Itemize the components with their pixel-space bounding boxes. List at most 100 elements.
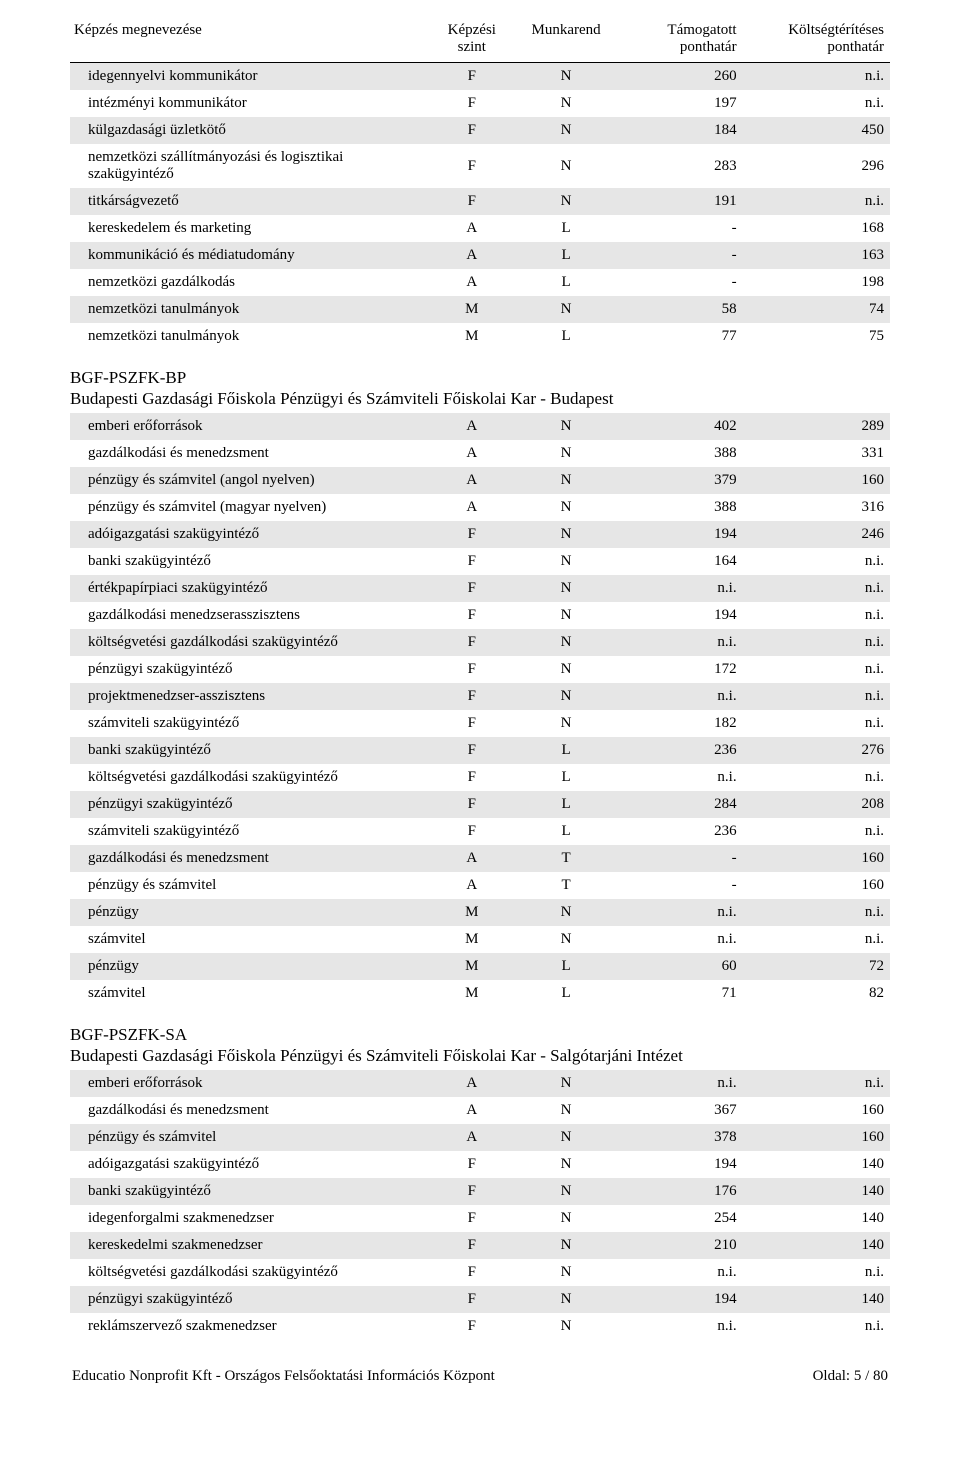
table-row: pénzügyML6072 [70,953,890,980]
header-paid: Költségtérítéses ponthatár [751,18,890,63]
cell-support: 194 [619,521,750,548]
cell-level: F [431,1151,513,1178]
cell-paid: 168 [751,215,890,242]
cell-paid: 160 [751,1124,890,1151]
cell-name: banki szakügyintéző [70,548,431,575]
cell-level: A [431,494,513,521]
table-row: emberi erőforrásokANn.i.n.i. [70,1070,890,1097]
cell-paid: n.i. [751,899,890,926]
cell-level: F [431,1232,513,1259]
cell-paid: 163 [751,242,890,269]
cell-paid: n.i. [751,1313,890,1340]
header-paid-l1: Költségtérítéses [788,22,884,38]
cell-name: banki szakügyintéző [70,737,431,764]
cell-level: M [431,323,513,350]
main-table: Képzés megnevezése Képzési szint Munkare… [70,18,890,350]
table-row: pénzügy és számvitelAT-160 [70,872,890,899]
cell-support: n.i. [619,1070,750,1097]
cell-name: gazdálkodási és menedzsment [70,845,431,872]
cell-level: F [431,791,513,818]
table-row: emberi erőforrásokAN402289 [70,413,890,440]
cell-paid: 246 [751,521,890,548]
cell-name: költségvetési gazdálkodási szakügyintéző [70,629,431,656]
cell-level: A [431,1097,513,1124]
cell-support: 172 [619,656,750,683]
cell-schedule: N [513,710,620,737]
cell-schedule: L [513,980,620,1007]
cell-schedule: N [513,1151,620,1178]
table-row: gazdálkodási és menedzsmentAN388331 [70,440,890,467]
cell-support: 283 [619,144,750,188]
table-row: pénzügyi szakügyintézőFN172n.i. [70,656,890,683]
table-row: intézményi kommunikátorFN197n.i. [70,90,890,117]
cell-paid: n.i. [751,710,890,737]
table-row: számvitelMNn.i.n.i. [70,926,890,953]
cell-level: F [431,575,513,602]
cell-level: F [431,1286,513,1313]
cell-schedule: N [513,494,620,521]
header-name: Képzés megnevezése [70,18,431,63]
cell-schedule: N [513,296,620,323]
cell-level: F [431,548,513,575]
cell-paid: 140 [751,1205,890,1232]
table-row: költségvetési gazdálkodási szakügyintéző… [70,764,890,791]
cell-level: A [431,269,513,296]
cell-name: értékpapírpiaci szakügyintéző [70,575,431,602]
cell-support: n.i. [619,683,750,710]
cell-level: A [431,413,513,440]
cell-name: pénzügy [70,953,431,980]
cell-schedule: L [513,269,620,296]
table-row: pénzügyi szakügyintézőFN194140 [70,1286,890,1313]
cell-schedule: N [513,1313,620,1340]
cell-paid: n.i. [751,1070,890,1097]
cell-support: 194 [619,1151,750,1178]
cell-level: A [431,845,513,872]
cell-support: 210 [619,1232,750,1259]
cell-name: idegennyelvi kommunikátor [70,63,431,91]
table-row: pénzügy és számvitel (magyar nyelven)AN3… [70,494,890,521]
cell-paid: n.i. [751,629,890,656]
section2-code: BGF-PSZFK-SA [70,1025,890,1045]
cell-name: pénzügy és számvitel [70,872,431,899]
cell-name: titkárságvezető [70,188,431,215]
cell-schedule: N [513,90,620,117]
table-row: pénzügyMNn.i.n.i. [70,899,890,926]
cell-name: külgazdasági üzletkötő [70,117,431,144]
cell-schedule: L [513,791,620,818]
cell-schedule: N [513,602,620,629]
cell-level: F [431,629,513,656]
table-row: idegennyelvi kommunikátorFN260n.i. [70,63,890,91]
cell-schedule: N [513,899,620,926]
cell-level: F [431,117,513,144]
cell-support: n.i. [619,926,750,953]
cell-name: kereskedelem és marketing [70,215,431,242]
cell-paid: n.i. [751,764,890,791]
table-row: pénzügyi szakügyintézőFL284208 [70,791,890,818]
section2-body: emberi erőforrásokANn.i.n.i.gazdálkodási… [70,1070,890,1340]
cell-schedule: N [513,683,620,710]
cell-support: - [619,215,750,242]
cell-level: F [431,764,513,791]
table-row: gazdálkodási és menedzsmentAN367160 [70,1097,890,1124]
cell-level: M [431,296,513,323]
table-row: reklámszervező szakmenedzserFNn.i.n.i. [70,1313,890,1340]
cell-name: intézményi kommunikátor [70,90,431,117]
table-row: számviteli szakügyintézőFL236n.i. [70,818,890,845]
cell-support: 60 [619,953,750,980]
cell-support: - [619,269,750,296]
cell-paid: 75 [751,323,890,350]
header-paid-l2: ponthatár [827,39,884,55]
cell-schedule: N [513,548,620,575]
cell-paid: n.i. [751,656,890,683]
cell-level: A [431,1124,513,1151]
cell-support: 197 [619,90,750,117]
cell-support: 284 [619,791,750,818]
cell-support: 184 [619,117,750,144]
cell-support: 182 [619,710,750,737]
cell-paid: n.i. [751,926,890,953]
cell-support: 254 [619,1205,750,1232]
cell-paid: 82 [751,980,890,1007]
cell-name: pénzügyi szakügyintéző [70,791,431,818]
cell-support: 58 [619,296,750,323]
cell-paid: 72 [751,953,890,980]
